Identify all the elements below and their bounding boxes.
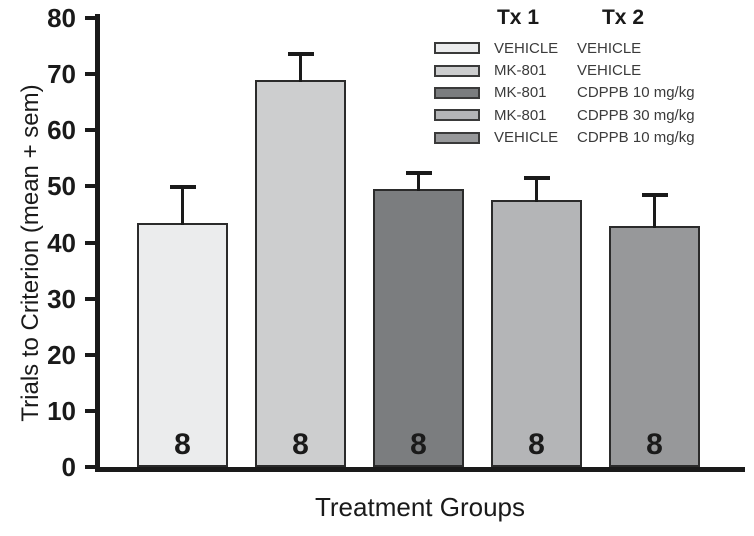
legend-header-tx2: Tx 2 bbox=[601, 6, 645, 29]
x-axis-title: Treatment Groups bbox=[314, 492, 525, 522]
bar bbox=[255, 79, 346, 467]
legend-label-tx2: CDPPB 30 mg/kg bbox=[577, 106, 695, 124]
legend-row: MK-801 CDPPB 30 mg/kg bbox=[434, 104, 695, 126]
y-axis-tick-label: 30 bbox=[47, 283, 76, 314]
y-axis-tick bbox=[85, 408, 95, 413]
legend-header-tx1: Tx 1 bbox=[496, 6, 540, 29]
legend-swatch-icon bbox=[434, 131, 480, 144]
legend-label-tx1: MK-801 bbox=[494, 62, 547, 80]
error-bar-cap bbox=[287, 52, 314, 57]
y-axis-tick-label: 40 bbox=[47, 227, 76, 258]
bar-count-label: 8 bbox=[410, 428, 427, 461]
bar-count-label: 8 bbox=[292, 428, 309, 461]
y-axis-tick bbox=[85, 128, 95, 133]
y-axis-tick-label: 60 bbox=[47, 115, 76, 146]
legend-swatch-icon bbox=[434, 64, 480, 77]
legend-label-tx2: CDPPB 10 mg/kg bbox=[577, 84, 695, 102]
error-bar bbox=[181, 187, 184, 225]
bar-count-label: 8 bbox=[646, 428, 663, 461]
legend-row: VEHICLE VEHICLE bbox=[434, 37, 695, 59]
legend-label-tx1: VEHICLE bbox=[494, 39, 559, 57]
y-axis-tick-label: 0 bbox=[61, 452, 76, 482]
legend-row: VEHICLE CDPPB 10 mg/kg bbox=[434, 127, 695, 149]
legend-swatch-icon bbox=[434, 42, 480, 55]
legend-swatch-icon bbox=[434, 86, 480, 99]
y-axis-tick bbox=[85, 72, 95, 77]
y-axis-tick-label: 50 bbox=[47, 171, 76, 202]
legend-label-tx2: VEHICLE bbox=[577, 39, 642, 57]
error-bar bbox=[653, 195, 656, 228]
error-bar bbox=[535, 177, 538, 203]
y-axis-tick-label: 70 bbox=[47, 59, 76, 90]
y-axis-tick bbox=[85, 296, 95, 301]
legend-label-tx1: MK-801 bbox=[494, 84, 547, 102]
legend-label-tx1: VEHICLE bbox=[494, 129, 559, 147]
legend-label-tx2: CDPPB 10 mg/kg bbox=[577, 129, 695, 147]
y-axis-tick-label: 80 bbox=[47, 3, 76, 33]
error-bar-cap bbox=[405, 170, 432, 175]
error-bar-cap bbox=[169, 185, 196, 190]
bar bbox=[137, 222, 228, 467]
bar bbox=[373, 189, 464, 467]
error-bar-cap bbox=[523, 175, 550, 180]
y-axis-tick-label: 10 bbox=[47, 395, 76, 426]
error-bar bbox=[299, 54, 302, 82]
y-axis-tick bbox=[85, 352, 95, 357]
legend: VEHICLE VEHICLE MK-801 VEHICLE MK-801 CDPPB 1… bbox=[434, 37, 695, 149]
y-axis-tick bbox=[85, 16, 95, 20]
legend-row: MK-801 CDPPB 10 mg/kg bbox=[434, 82, 695, 104]
error-bar bbox=[417, 172, 420, 192]
legend-label-tx2: VEHICLE bbox=[577, 62, 642, 80]
y-axis-tick-label: 20 bbox=[47, 339, 76, 370]
y-axis-tick bbox=[85, 240, 95, 245]
legend-swatch-icon bbox=[434, 109, 480, 122]
legend-row: MK-801 VEHICLE bbox=[434, 59, 695, 81]
y-axis-tick bbox=[85, 184, 95, 189]
plot-area: 0 10 20 30 40 50 60 70 80 8 8 8 8 8 bbox=[47, 4, 745, 481]
bar-count-label: 8 bbox=[528, 428, 545, 461]
error-bar-cap bbox=[641, 193, 668, 198]
bar bbox=[609, 225, 700, 467]
bar bbox=[491, 200, 582, 467]
legend-label-tx1: MK-801 bbox=[494, 106, 547, 124]
y-axis-tick bbox=[85, 465, 95, 469]
bar-count-label: 8 bbox=[174, 428, 191, 461]
